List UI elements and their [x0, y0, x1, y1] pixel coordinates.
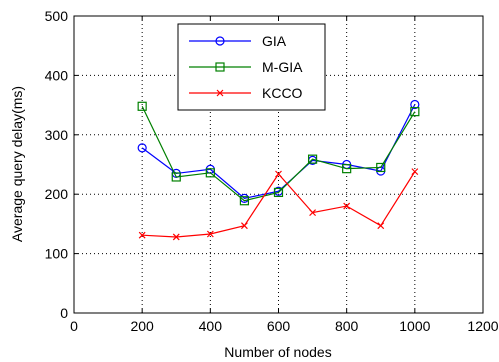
legend-label: KCCO — [262, 85, 303, 101]
kcco-point — [411, 168, 419, 176]
y-tick-label: 300 — [45, 127, 69, 143]
x-tick-label: 400 — [199, 318, 223, 334]
kcco-point — [138, 231, 146, 239]
kcco-point — [172, 233, 180, 241]
legend-item-kcco: KCCO — [189, 85, 303, 101]
m-gia-point — [239, 196, 250, 206]
kcco-point — [309, 209, 317, 217]
gia-point — [137, 143, 147, 153]
legend: GIA M-GIA KCCO — [177, 23, 326, 111]
series — [137, 99, 420, 241]
legend-label: M-GIA — [262, 59, 303, 75]
legend-item-gia: GIA — [189, 33, 287, 49]
axis-ticks: 0 200 400 600 800 1000 1200 0 100 200 300 400 500 — [45, 8, 499, 334]
kcco-series — [138, 168, 419, 241]
x-tick-label: 1000 — [399, 318, 430, 334]
y-tick-label: 500 — [45, 8, 69, 24]
x-tick-label: 1200 — [467, 318, 498, 334]
kcco-point — [377, 222, 385, 230]
m-gia-line — [141, 106, 416, 202]
m-gia-point — [205, 168, 215, 178]
gia-point — [410, 99, 420, 110]
legend-marker — [215, 36, 225, 46]
m-gia-point — [273, 187, 284, 198]
legend-marker — [215, 62, 225, 72]
y-tick-label: 200 — [45, 186, 69, 202]
m-gia-point — [307, 154, 318, 164]
m-gia-series — [137, 101, 420, 206]
kcco-point — [343, 202, 351, 210]
kcco-point — [206, 230, 214, 238]
y-tick-label: 400 — [45, 67, 69, 83]
kcco-point — [240, 222, 248, 230]
x-tick-label: 600 — [267, 318, 291, 334]
y-tick-label: 0 — [60, 305, 68, 321]
legend-label: GIA — [262, 33, 287, 49]
x-axis-title: Number of nodes — [224, 344, 331, 360]
m-gia-point — [342, 164, 352, 174]
m-gia-point — [137, 101, 147, 111]
legend-marker — [216, 89, 224, 97]
x-tick-label: 0 — [70, 318, 78, 334]
m-gia-point — [410, 107, 420, 117]
m-gia-point — [376, 162, 386, 173]
x-tick-label: 200 — [130, 318, 154, 334]
kcco-point — [275, 170, 282, 178]
legend-item-m-gia: M-GIA — [189, 59, 303, 75]
m-gia-point — [171, 172, 181, 182]
y-axis-title: Average query delay(ms) — [9, 86, 25, 242]
gia-line — [141, 104, 416, 200]
x-tick-label: 800 — [335, 318, 359, 334]
y-tick-label: 100 — [45, 246, 69, 262]
